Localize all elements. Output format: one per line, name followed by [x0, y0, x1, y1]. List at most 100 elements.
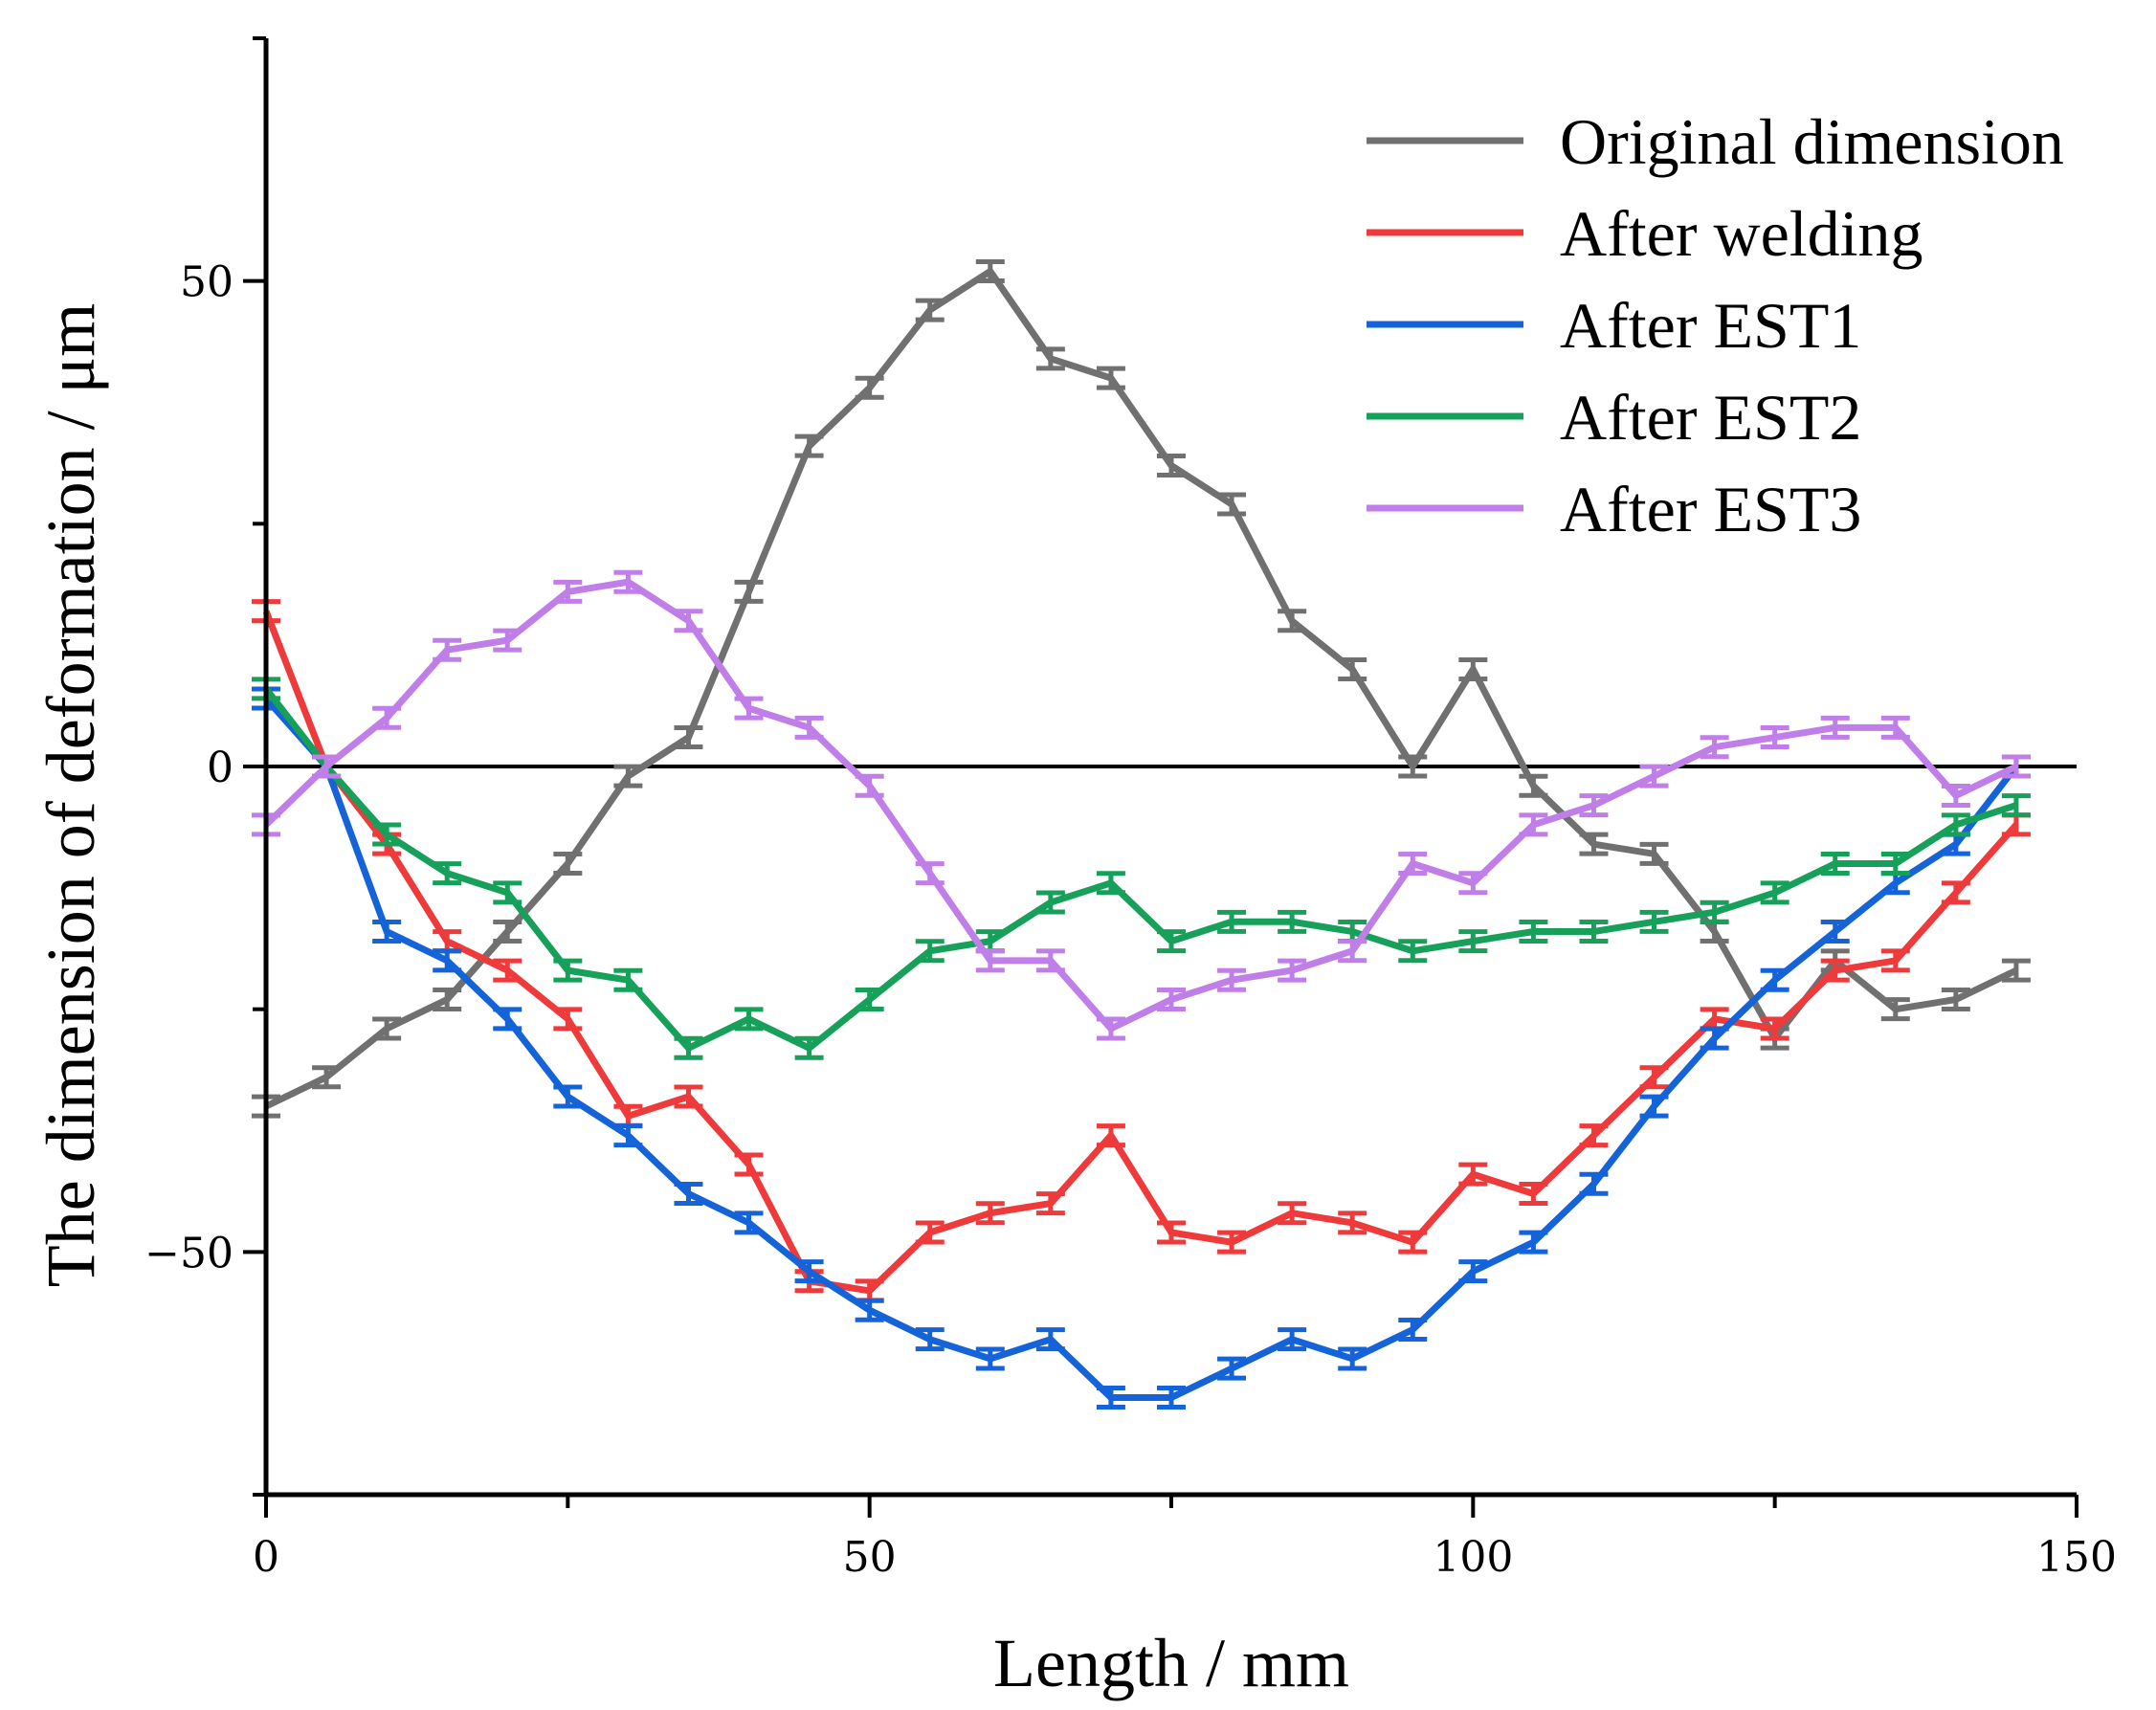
series-layer: [252, 259, 2031, 1410]
series-2: [252, 599, 2031, 1303]
data-point: [372, 1016, 402, 1041]
data-point: [1278, 609, 1307, 633]
data-point: [1820, 715, 1850, 740]
data-point: [1338, 1346, 1367, 1371]
data-point: [1760, 967, 1789, 992]
data-point: [794, 433, 824, 458]
data-point: [2001, 793, 2031, 818]
data-point: [493, 919, 522, 944]
data-point: [1880, 851, 1910, 876]
data-point: [1035, 1327, 1065, 1352]
data-point: [433, 988, 462, 1012]
data-point: [1217, 967, 1247, 992]
legend: Original dimension After welding After EST…: [1367, 105, 2064, 545]
data-point: [1760, 880, 1789, 905]
series-line: [263, 696, 2019, 1401]
data-point: [975, 948, 1005, 973]
series-3: [252, 686, 2031, 1410]
data-point: [674, 725, 703, 750]
data-point: [1278, 958, 1307, 983]
data-point: [493, 1007, 522, 1032]
data-point: [433, 861, 462, 886]
data-point: [493, 628, 522, 653]
x-tick-label: 0: [253, 1533, 279, 1582]
data-point: [1880, 997, 1910, 1022]
data-point: [312, 754, 342, 779]
data-point: [975, 1201, 1005, 1226]
legend-item-4: After EST2: [1367, 381, 1861, 454]
data-point: [1458, 871, 1488, 896]
data-point: [1519, 919, 1548, 944]
data-point: [674, 1084, 703, 1109]
data-point: [734, 1210, 764, 1235]
data-point: [1579, 919, 1609, 944]
data-point: [734, 1152, 764, 1177]
data-point: [1157, 1220, 1186, 1245]
data-point: [1519, 1230, 1548, 1255]
data-point: [1639, 1094, 1669, 1119]
axes-layer: [243, 36, 2078, 1518]
data-point: [1217, 909, 1247, 934]
data-point: [1519, 773, 1548, 798]
data-point: [1217, 1230, 1247, 1255]
data-point: [855, 773, 884, 798]
data-point: [1700, 1026, 1729, 1051]
data-point: [372, 705, 402, 730]
data-point: [553, 579, 583, 604]
data-point: [1398, 1318, 1428, 1343]
series-line: [263, 686, 2017, 1053]
series-5: [252, 569, 2031, 1041]
data-point: [674, 1035, 703, 1060]
data-point: [372, 919, 402, 944]
data-point: [1519, 812, 1548, 837]
x-tick-label: 150: [2036, 1533, 2117, 1582]
data-point: [1458, 1162, 1488, 1187]
data-point: [1700, 919, 1729, 944]
legend-label: Original dimension: [1560, 105, 2064, 178]
data-point: [1941, 988, 1970, 1012]
data-point: [1820, 958, 1850, 983]
data-point: [1278, 1327, 1307, 1352]
data-point: [1579, 793, 1609, 818]
data-point: [1338, 939, 1367, 964]
data-point: [1338, 1210, 1367, 1235]
data-point: [1096, 871, 1125, 896]
data-point: [1639, 764, 1669, 788]
data-point: [1278, 909, 1307, 934]
x-tick-label: 50: [843, 1533, 897, 1582]
data-point: [1035, 890, 1065, 915]
y-tick-label: 0: [207, 744, 233, 792]
data-point: [1941, 880, 1970, 905]
legend-item-3: After EST1: [1367, 289, 1861, 362]
data-point: [1760, 1016, 1789, 1041]
data-point: [1880, 715, 1910, 740]
data-point: [915, 861, 945, 886]
data-point: [1278, 1201, 1307, 1226]
legend-label: After EST2: [1560, 381, 1861, 454]
data-point: [613, 967, 643, 992]
data-point: [1157, 929, 1186, 954]
data-point: [1820, 851, 1850, 876]
data-point: [613, 1123, 643, 1148]
data-point: [855, 1298, 884, 1322]
data-point: [915, 1327, 945, 1352]
data-point: [1217, 492, 1247, 517]
data-point: [1398, 851, 1428, 876]
data-point: [674, 609, 703, 633]
data-point: [1579, 832, 1609, 856]
data-point: [1096, 366, 1125, 390]
data-point: [1035, 346, 1065, 371]
y-tick-label: −50: [144, 1229, 233, 1277]
data-point: [915, 298, 945, 322]
data-point: [1760, 725, 1789, 750]
data-point: [1639, 841, 1669, 866]
data-point: [1157, 988, 1186, 1012]
data-point: [2001, 958, 2031, 983]
data-point: [1820, 919, 1850, 944]
data-point: [493, 958, 522, 983]
data-point: [372, 822, 402, 847]
data-point: [1398, 754, 1428, 779]
data-point: [674, 1181, 703, 1206]
data-point: [493, 880, 522, 905]
data-point: [1458, 929, 1488, 954]
